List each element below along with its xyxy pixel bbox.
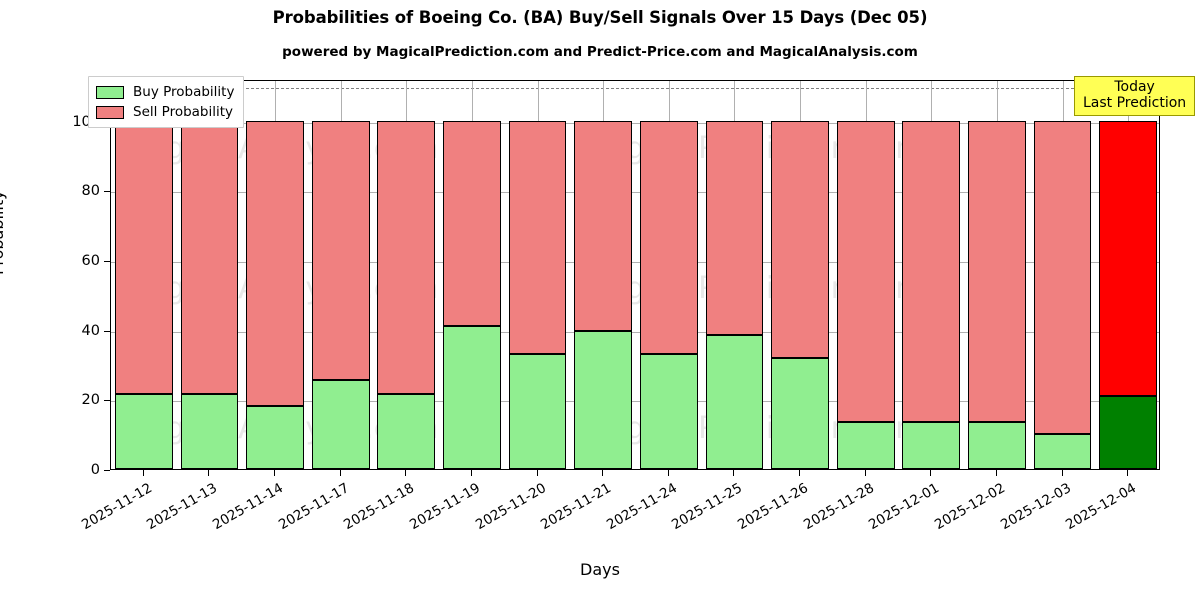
- bar-group[interactable]: [114, 81, 173, 469]
- today-annotation-line1: Today: [1114, 79, 1155, 95]
- bar-segment-buy[interactable]: [574, 330, 633, 469]
- bar-segment-sell[interactable]: [968, 120, 1026, 423]
- bar-segment-sell[interactable]: [508, 120, 567, 355]
- bar-segment-sell[interactable]: [246, 120, 304, 407]
- bar-group[interactable]: [968, 81, 1026, 469]
- bar-segment-buy[interactable]: [836, 422, 895, 469]
- bar-group[interactable]: [574, 81, 633, 469]
- bar-segment-buy[interactable]: [771, 357, 829, 469]
- y-tick-label: 60: [81, 253, 100, 270]
- bar-group[interactable]: [1033, 81, 1092, 469]
- chart-title: Probabilities of Boeing Co. (BA) Buy/Sel…: [272, 8, 928, 27]
- legend-item[interactable]: Sell Probability: [96, 102, 234, 122]
- bar-segment-sell[interactable]: [1099, 120, 1158, 396]
- x-tick-mark: [865, 470, 866, 476]
- bar-segment-sell[interactable]: [902, 120, 961, 423]
- x-tick-mark: [340, 470, 341, 476]
- bar-segment-sell[interactable]: [574, 120, 633, 331]
- x-tick-mark: [996, 470, 997, 476]
- bar-segment-buy[interactable]: [705, 334, 764, 469]
- bar-segment-buy[interactable]: [968, 422, 1026, 469]
- legend-label: Buy Probability: [133, 84, 235, 100]
- bar-group[interactable]: [246, 81, 304, 469]
- x-tick-mark: [208, 470, 209, 476]
- bar-group[interactable]: [508, 81, 567, 469]
- bar-segment-sell[interactable]: [377, 120, 436, 395]
- bar-group[interactable]: [639, 81, 698, 469]
- legend-swatch-icon: [96, 85, 124, 99]
- bar-segment-sell[interactable]: [771, 120, 829, 358]
- y-tick-mark: [104, 400, 110, 402]
- bar-group[interactable]: [771, 81, 829, 469]
- today-annotation: Today Last Prediction: [1074, 76, 1196, 117]
- bar-segment-buy[interactable]: [246, 406, 304, 469]
- bar-segment-buy[interactable]: [639, 354, 698, 469]
- bar-group[interactable]: [377, 81, 436, 469]
- gridline-horizontal: [111, 192, 1159, 194]
- y-tick-label: 0: [90, 462, 100, 478]
- x-tick-mark: [733, 470, 734, 476]
- bar-group[interactable]: [705, 81, 764, 469]
- x-tick-mark: [143, 470, 144, 476]
- x-tick-mark: [471, 470, 472, 476]
- bar-segment-buy[interactable]: [1099, 395, 1158, 469]
- x-tick-mark: [537, 470, 538, 476]
- y-tick-mark: [104, 330, 110, 332]
- legend-label: Sell Probability: [133, 104, 234, 120]
- gridline-horizontal: [111, 122, 1159, 124]
- bar-segment-sell[interactable]: [1033, 120, 1092, 435]
- x-tick-mark: [405, 470, 406, 476]
- gridline-horizontal: [111, 331, 1159, 333]
- y-tick-label: 20: [81, 392, 100, 409]
- bar-segment-sell[interactable]: [443, 120, 501, 327]
- y-tick-mark: [104, 261, 110, 263]
- bar-segment-sell[interactable]: [705, 120, 764, 335]
- legend-item[interactable]: Buy Probability: [96, 82, 234, 102]
- gridline-horizontal: [111, 262, 1159, 264]
- bar-segment-buy[interactable]: [311, 380, 370, 469]
- x-tick-mark: [602, 470, 603, 476]
- bar-segment-buy[interactable]: [377, 394, 436, 469]
- bar-group[interactable]: [1099, 81, 1158, 469]
- plot-area: MagicalAnalysis.comMagicalPrediction.com…: [110, 80, 1160, 470]
- x-tick-mark: [1062, 470, 1063, 476]
- bar-segment-buy[interactable]: [1033, 434, 1092, 469]
- x-tick-mark: [668, 470, 669, 476]
- bar-segment-sell[interactable]: [639, 120, 698, 355]
- bar-segment-buy[interactable]: [902, 422, 961, 469]
- x-tick-mark: [799, 470, 800, 476]
- bar-segment-sell[interactable]: [114, 120, 173, 395]
- y-tick-mark: [104, 191, 110, 193]
- bar-group[interactable]: [180, 81, 239, 469]
- bar-group[interactable]: [443, 81, 501, 469]
- y-tick-mark: [104, 470, 110, 471]
- bar-group[interactable]: [902, 81, 961, 469]
- gridline-top-dashed: [111, 87, 1159, 89]
- y-axis-label: Probability: [0, 190, 7, 275]
- bar-group[interactable]: [311, 81, 370, 469]
- chart-subtitle: powered by MagicalPrediction.com and Pre…: [282, 44, 918, 60]
- chart-legend: Buy Probability Sell Probability: [88, 76, 245, 128]
- gridline-horizontal: [111, 401, 1159, 403]
- bar-segment-sell[interactable]: [180, 120, 239, 395]
- today-annotation-line2: Last Prediction: [1083, 94, 1187, 111]
- bar-segment-sell[interactable]: [836, 120, 895, 423]
- x-tick-mark: [274, 470, 275, 476]
- y-tick-label: 80: [81, 183, 100, 200]
- legend-swatch-icon: [96, 105, 124, 119]
- x-tick-mark: [1127, 470, 1128, 476]
- bar-group[interactable]: [836, 81, 895, 469]
- bar-segment-buy[interactable]: [443, 326, 501, 469]
- bar-segment-sell[interactable]: [311, 120, 370, 381]
- bar-segment-buy[interactable]: [114, 394, 173, 469]
- x-tick-mark: [930, 470, 931, 476]
- bar-segment-buy[interactable]: [508, 354, 567, 469]
- plot-inner: MagicalAnalysis.comMagicalPrediction.com…: [111, 81, 1159, 469]
- y-tick-label: 40: [81, 322, 100, 339]
- x-axis-label: Days: [580, 560, 620, 579]
- bar-segment-buy[interactable]: [180, 394, 239, 469]
